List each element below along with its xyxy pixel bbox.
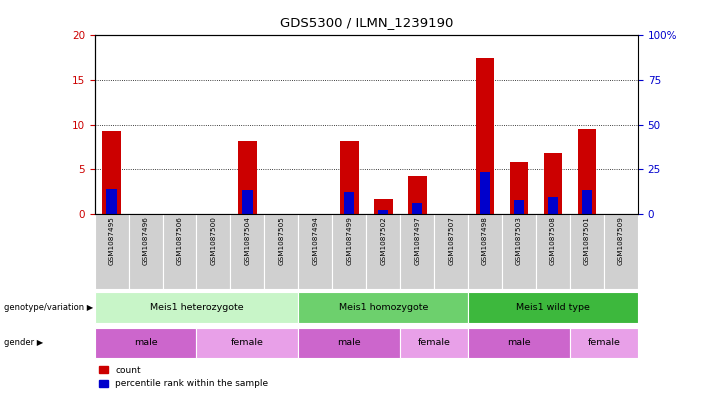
Text: GSM1087498: GSM1087498 [482,217,488,265]
Bar [95,214,128,289]
Text: GDS5300 / ILMN_1239190: GDS5300 / ILMN_1239190 [280,16,453,29]
Bar [299,327,400,358]
Bar [510,162,529,214]
Bar [196,327,299,358]
Text: GSM1087503: GSM1087503 [516,217,522,265]
Text: genotype/variation ▶: genotype/variation ▶ [4,303,93,312]
Text: GSM1087502: GSM1087502 [380,217,386,265]
Bar [238,141,257,214]
Text: GSM1087506: GSM1087506 [177,217,182,265]
Bar [374,199,393,214]
Bar [570,327,638,358]
Bar [536,214,570,289]
Bar [570,214,604,289]
Bar [480,172,490,214]
Bar [468,214,502,289]
Bar [299,292,468,323]
Bar [163,214,196,289]
Text: GSM1087505: GSM1087505 [278,217,285,265]
Bar [468,292,638,323]
Text: GSM1087496: GSM1087496 [142,217,149,265]
Bar [412,202,422,214]
Bar [332,214,366,289]
Bar [514,200,524,214]
Text: Meis1 wild type: Meis1 wild type [516,303,590,312]
Text: GSM1087495: GSM1087495 [109,217,114,265]
Text: GSM1087500: GSM1087500 [210,217,217,265]
Text: GSM1087494: GSM1087494 [313,217,318,265]
Text: GSM1087509: GSM1087509 [618,217,624,265]
Bar [128,214,163,289]
Text: male: male [134,338,158,347]
Bar [582,190,592,214]
Bar [344,192,355,214]
Bar [340,141,359,214]
Text: Meis1 heterozygote: Meis1 heterozygote [150,303,243,312]
Bar [264,214,299,289]
Bar [102,131,121,214]
Bar [95,327,196,358]
Bar [400,214,434,289]
Text: GSM1087507: GSM1087507 [448,217,454,265]
Text: Meis1 homozygote: Meis1 homozygote [339,303,428,312]
Bar [95,292,299,323]
Bar [231,214,264,289]
Bar [434,214,468,289]
Bar [544,153,562,214]
Bar [476,58,494,214]
Text: GSM1087497: GSM1087497 [414,217,420,265]
Text: female: female [587,338,620,347]
Text: male: male [508,338,531,347]
Text: female: female [231,338,264,347]
Text: gender ▶: gender ▶ [4,338,43,347]
Bar [578,129,597,214]
Legend: count, percentile rank within the sample: count, percentile rank within the sample [99,366,268,389]
Text: male: male [337,338,361,347]
Bar [378,210,388,214]
Text: GSM1087508: GSM1087508 [550,217,556,265]
Bar [400,327,468,358]
Bar [299,214,332,289]
Bar [243,190,252,214]
Text: female: female [418,338,451,347]
Bar [196,214,231,289]
Text: GSM1087499: GSM1087499 [346,217,353,265]
Text: GSM1087504: GSM1087504 [245,217,250,265]
Bar [548,197,558,214]
Bar [367,214,400,289]
Bar [408,176,426,214]
Bar [604,214,638,289]
Text: GSM1087501: GSM1087501 [584,217,590,265]
Bar [107,189,117,214]
Bar [502,214,536,289]
Bar [468,327,570,358]
